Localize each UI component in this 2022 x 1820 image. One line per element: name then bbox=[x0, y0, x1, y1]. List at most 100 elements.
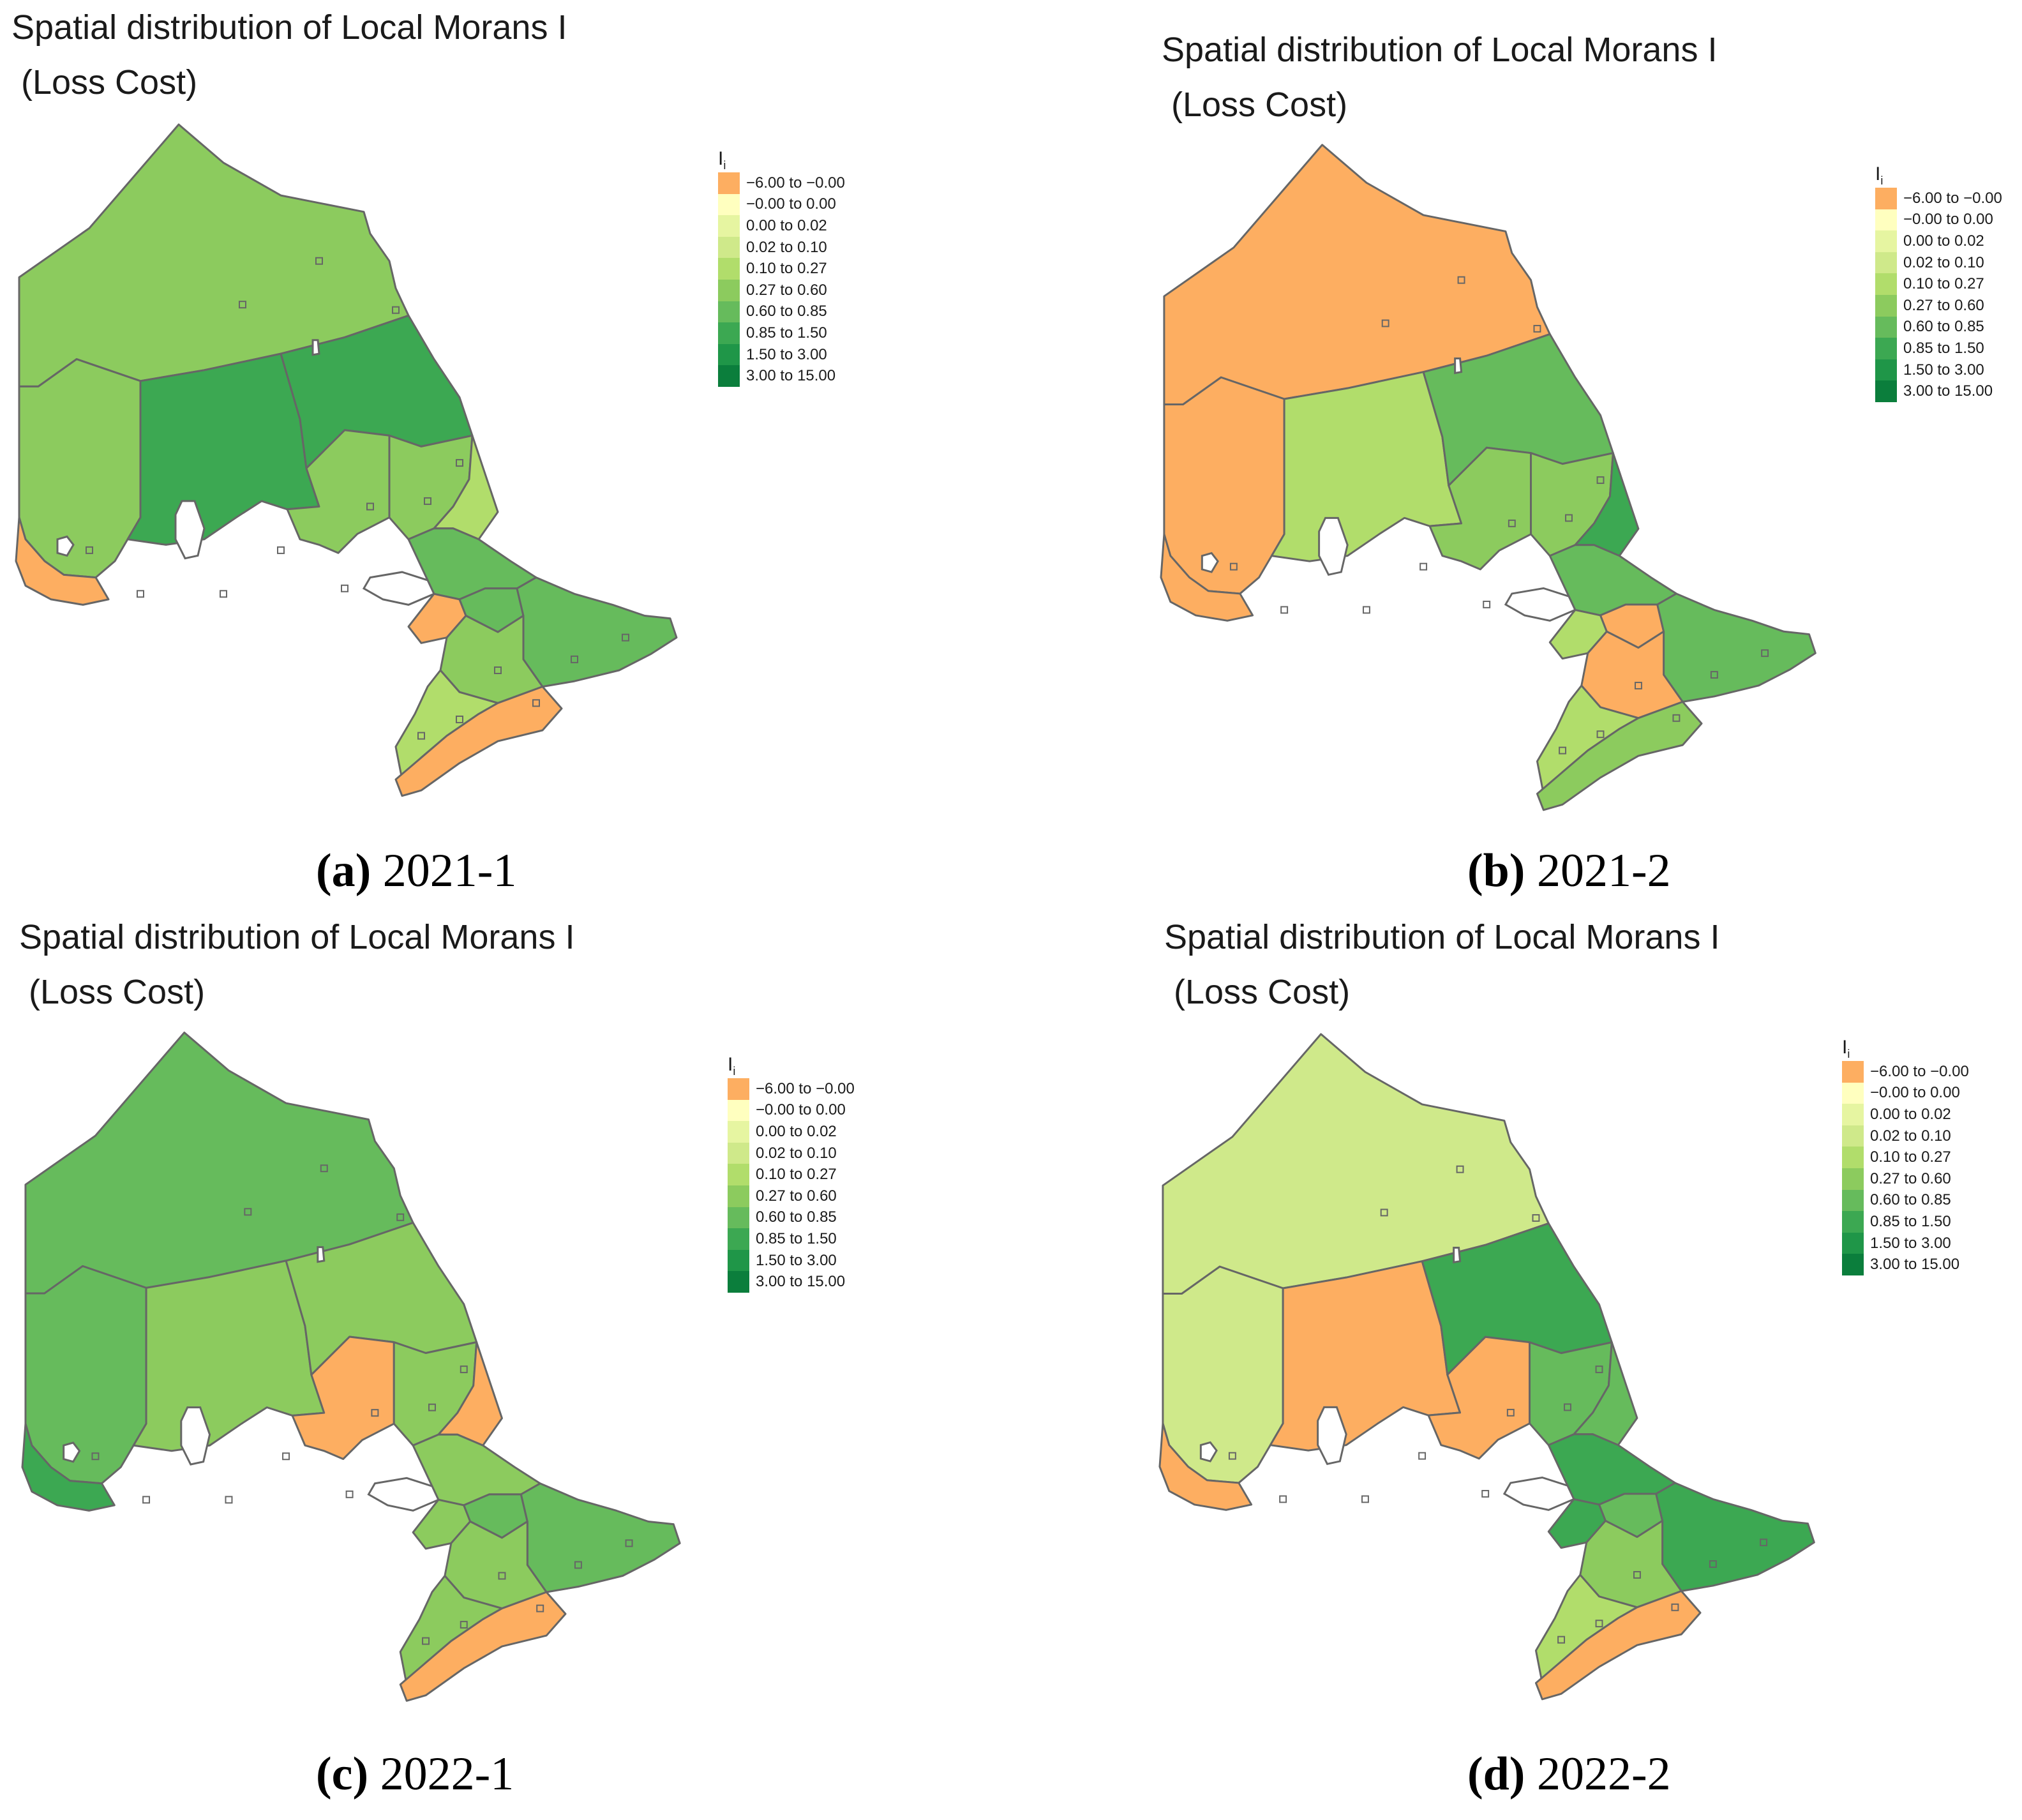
legend-swatch bbox=[1875, 338, 1897, 359]
region-northwest bbox=[18, 358, 142, 579]
legend-swatch bbox=[1842, 1082, 1864, 1104]
legend-swatch bbox=[718, 301, 740, 323]
region-rainy-river bbox=[21, 1422, 116, 1512]
lake-2 bbox=[56, 535, 75, 557]
municipality-outline bbox=[1380, 1208, 1388, 1217]
legend-label: 0.02 to 0.10 bbox=[1903, 253, 1984, 271]
municipality-outline bbox=[1595, 1365, 1603, 1374]
municipality-outline bbox=[1564, 1403, 1571, 1411]
region-niagara bbox=[394, 686, 563, 797]
panel-caption: (d) 2022-2 bbox=[1467, 1747, 1671, 1801]
legend-label: 0.60 to 0.85 bbox=[1903, 318, 1984, 336]
municipality-outline bbox=[1671, 1603, 1679, 1611]
legend-swatch bbox=[1875, 273, 1897, 295]
map-legend: Ii −6.00 to −0.00 −0.00 to 0.00 0.00 to 0.0… bbox=[718, 146, 845, 387]
legend-item: 1.50 to 3.00 bbox=[718, 343, 845, 366]
legend-label: 1.50 to 3.00 bbox=[1903, 361, 1984, 379]
municipality-outline bbox=[142, 1496, 151, 1504]
legend-item: 1.50 to 3.00 bbox=[1842, 1232, 1969, 1254]
legend-label: 3.00 to 15.00 bbox=[746, 367, 836, 385]
municipality-outline bbox=[137, 590, 144, 598]
map-legend: Ii −6.00 to −0.00 −0.00 to 0.00 0.00 to 0.0… bbox=[728, 1051, 855, 1293]
municipality-outline bbox=[1418, 1452, 1427, 1460]
legend-swatch bbox=[728, 1207, 749, 1229]
legend-label: 1.50 to 3.00 bbox=[1870, 1234, 1951, 1252]
map-title-line2: (Loss Cost) bbox=[1164, 973, 1351, 1011]
legend-swatch bbox=[1842, 1147, 1864, 1168]
region-algoma bbox=[1428, 446, 1532, 571]
municipality-outline bbox=[622, 633, 629, 642]
legend-item: 0.60 to 0.85 bbox=[728, 1207, 855, 1229]
municipality-outline bbox=[396, 1213, 405, 1221]
lake-3 bbox=[1453, 1246, 1462, 1264]
legend-label: −6.00 to −0.00 bbox=[1870, 1062, 1969, 1080]
municipality-outline bbox=[371, 1409, 379, 1417]
legend-label: 0.27 to 0.60 bbox=[756, 1187, 837, 1205]
legend-label: 0.10 to 0.27 bbox=[1870, 1148, 1951, 1166]
municipality-outline bbox=[498, 1572, 506, 1580]
municipality-outline bbox=[1280, 606, 1289, 614]
map-title-line2: (Loss Cost) bbox=[19, 973, 206, 1011]
map-title: Spatial distribution of Local Morans I (… bbox=[19, 910, 574, 1019]
legend-item: 0.00 to 0.02 bbox=[728, 1121, 855, 1143]
lake-1 bbox=[180, 1406, 211, 1466]
legend-label: 0.85 to 1.50 bbox=[1903, 339, 1984, 357]
legend-title-subscript: i bbox=[1880, 174, 1883, 187]
map-title-line1: Spatial distribution of Local Morans I bbox=[19, 918, 575, 956]
map-legend: Ii −6.00 to −0.00 −0.00 to 0.00 0.00 to 0.0… bbox=[1842, 1034, 1969, 1275]
panel-caption: (c) 2022-1 bbox=[316, 1747, 514, 1801]
legend-item: −0.00 to 0.00 bbox=[728, 1099, 855, 1122]
municipality-outline bbox=[1481, 1489, 1490, 1498]
municipality-outline bbox=[1506, 1408, 1515, 1417]
region-rainy-river bbox=[15, 516, 110, 606]
legend-label: −6.00 to −0.00 bbox=[746, 174, 845, 192]
legend-swatch bbox=[728, 1099, 749, 1122]
legend-label: 0.00 to 0.02 bbox=[1903, 232, 1984, 250]
legend-item: −0.00 to 0.00 bbox=[1842, 1082, 1969, 1104]
legend-label: 0.02 to 0.10 bbox=[746, 238, 827, 256]
legend-swatch bbox=[1842, 1168, 1864, 1190]
legend-label: 0.27 to 0.60 bbox=[1903, 296, 1984, 314]
municipality-outline bbox=[1456, 1165, 1464, 1173]
legend-label: 0.27 to 0.60 bbox=[746, 281, 827, 299]
legend-item: 0.00 to 0.02 bbox=[1842, 1104, 1969, 1125]
caption-text: 2022-1 bbox=[368, 1748, 514, 1800]
legend-label: 0.00 to 0.02 bbox=[756, 1122, 837, 1140]
legend-item: −0.00 to 0.00 bbox=[1875, 209, 2002, 231]
lake-2 bbox=[1201, 552, 1219, 573]
legend-title-symbol: I bbox=[1875, 163, 1881, 184]
legend-item: 0.85 to 1.50 bbox=[718, 322, 845, 344]
legend-item: 0.27 to 0.60 bbox=[728, 1185, 855, 1207]
municipality-outline bbox=[1381, 319, 1389, 327]
municipality-outline bbox=[536, 1604, 544, 1613]
legend-item: 0.00 to 0.02 bbox=[718, 215, 845, 237]
legend-swatch bbox=[1875, 359, 1897, 381]
legend-swatch bbox=[728, 1078, 749, 1100]
legend-item: 3.00 to 15.00 bbox=[718, 365, 845, 387]
map-panel-a: Spatial distribution of Local Morans I (… bbox=[0, 0, 1011, 910]
legend-swatch bbox=[718, 322, 740, 344]
legend-swatch bbox=[1842, 1232, 1864, 1254]
legend-item: 0.02 to 0.10 bbox=[1842, 1125, 1969, 1147]
legend-title: Ii bbox=[728, 1051, 855, 1078]
municipality-outline bbox=[1457, 276, 1465, 284]
municipality-outline bbox=[1279, 1495, 1287, 1503]
municipality-outline bbox=[1532, 1214, 1540, 1222]
municipality-outline bbox=[366, 502, 374, 511]
legend-swatch bbox=[1842, 1125, 1864, 1147]
municipality-outline bbox=[315, 257, 323, 265]
caption-letter: (d) bbox=[1467, 1748, 1525, 1800]
municipality-outline bbox=[1559, 746, 1567, 755]
map-title-line1: Spatial distribution of Local Morans I bbox=[1164, 918, 1720, 956]
municipality-outline bbox=[625, 1539, 633, 1547]
legend-label: 0.00 to 0.02 bbox=[746, 216, 827, 234]
map-panel-c: Spatial distribution of Local Morans I (… bbox=[0, 910, 1011, 1819]
legend-title: Ii bbox=[1842, 1034, 1969, 1061]
legend-label: 3.00 to 15.00 bbox=[756, 1273, 846, 1291]
legend-item: −0.00 to 0.00 bbox=[718, 193, 845, 216]
legend-title-subscript: i bbox=[733, 1065, 736, 1078]
region-northwest bbox=[1163, 376, 1285, 595]
legend-label: 0.10 to 0.27 bbox=[746, 260, 827, 278]
legend-label: 0.60 to 0.85 bbox=[1870, 1191, 1951, 1209]
municipality-outline bbox=[1229, 562, 1238, 571]
